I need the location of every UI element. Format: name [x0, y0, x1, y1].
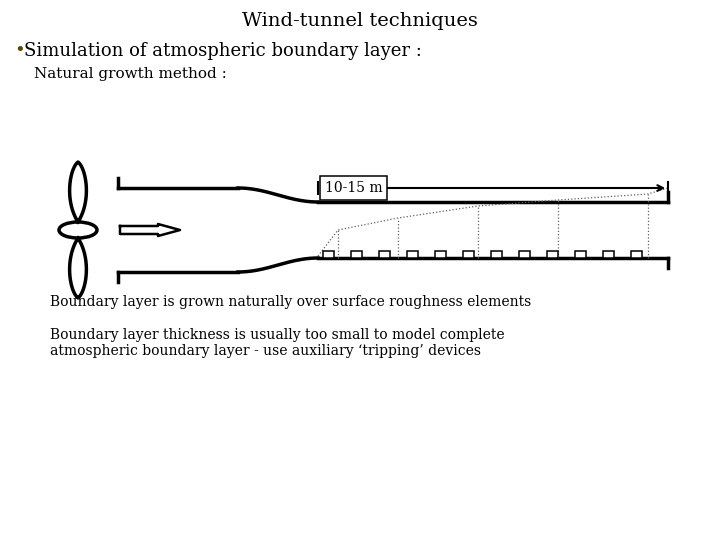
Text: 10-15 m: 10-15 m: [325, 181, 382, 195]
Bar: [631, 251, 642, 258]
Polygon shape: [120, 224, 180, 236]
Bar: [547, 251, 558, 258]
Bar: [323, 251, 334, 258]
Bar: [351, 251, 362, 258]
Bar: [407, 251, 418, 258]
Bar: [491, 251, 502, 258]
Bar: [575, 251, 586, 258]
Text: Natural growth method :: Natural growth method :: [34, 67, 227, 81]
Bar: [379, 251, 390, 258]
Text: Wind-tunnel techniques: Wind-tunnel techniques: [242, 12, 478, 30]
Polygon shape: [70, 238, 86, 298]
Text: Boundary layer thickness is usually too small to model complete
atmospheric boun: Boundary layer thickness is usually too …: [50, 328, 505, 358]
Text: Simulation of atmospheric boundary layer :: Simulation of atmospheric boundary layer…: [24, 42, 422, 60]
Bar: [603, 251, 614, 258]
Text: Boundary layer is grown naturally over surface roughness elements: Boundary layer is grown naturally over s…: [50, 295, 531, 309]
Ellipse shape: [59, 222, 97, 238]
Polygon shape: [70, 162, 86, 222]
Bar: [435, 251, 446, 258]
Bar: [463, 251, 474, 258]
Text: •: •: [14, 42, 24, 60]
Bar: [519, 251, 530, 258]
